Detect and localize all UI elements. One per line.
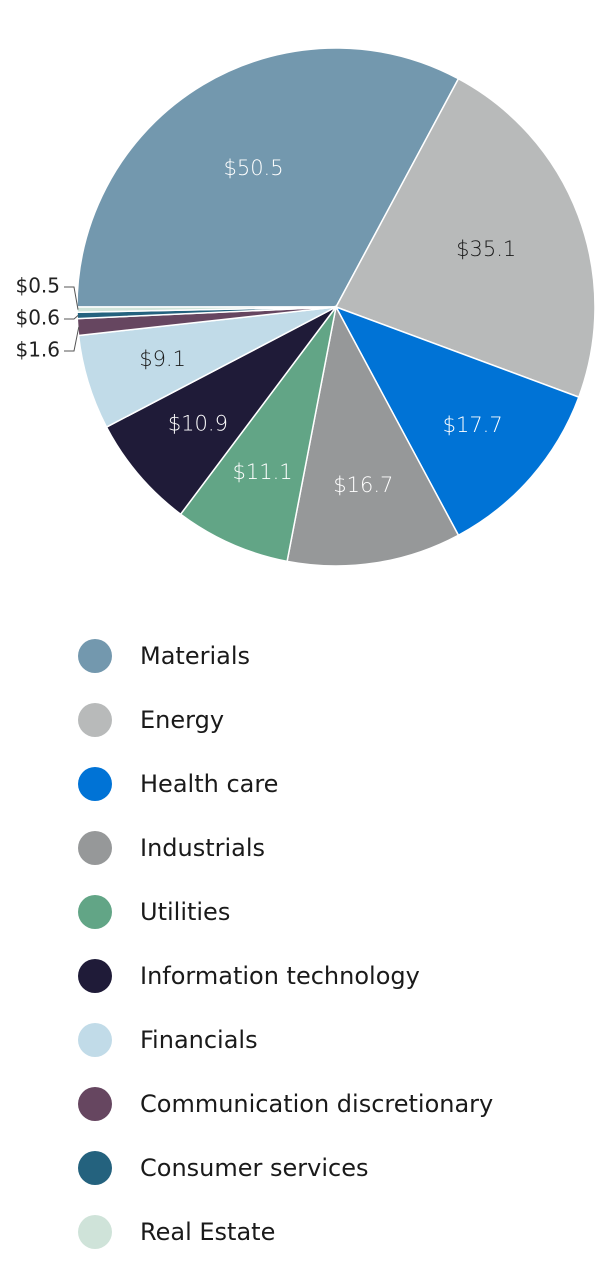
data-label-real-estate: $0.5 — [15, 274, 60, 298]
pie-slice-materials — [76, 47, 460, 308]
pie-slice-real-estate — [76, 306, 337, 314]
data-label-consumer-services: $0.6 — [15, 306, 60, 330]
data-label-health-care: $17.7 — [443, 413, 503, 437]
legend-label-financials: Financials — [140, 1026, 258, 1054]
legend-swatch-materials — [78, 639, 112, 673]
legend-item-utilities: Utilities — [78, 880, 588, 944]
legend-label-industrials: Industrials — [140, 834, 266, 862]
legend-swatch-energy — [78, 703, 112, 737]
legend-item-materials: Materials — [78, 624, 588, 688]
pie-slice-energy — [334, 77, 596, 399]
leader-line-real-estate — [64, 286, 79, 310]
data-label-utilities: $11.1 — [233, 460, 293, 484]
legend-label-utilities: Utilities — [140, 898, 231, 926]
legend-swatch-health-care — [78, 767, 112, 801]
legend-item-information-technology: Information technology — [78, 944, 588, 1008]
legend-item-real-estate: Real Estate — [78, 1200, 588, 1264]
legend-swatch-utilities — [78, 895, 112, 929]
leader-line-consumer-services — [64, 315, 79, 320]
pie-slice-industrials — [286, 304, 460, 567]
legend-label-communication-discretionary: Communication discretionary — [140, 1090, 494, 1118]
data-label-industrials: $16.7 — [333, 473, 393, 497]
legend-item-health-care: Health care — [78, 752, 588, 816]
legend-swatch-real-estate — [78, 1215, 112, 1249]
legend-label-health-care: Health care — [140, 770, 279, 798]
legend-item-consumer-services: Consumer services — [78, 1136, 588, 1200]
legend-swatch-financials — [78, 1023, 112, 1057]
legend-swatch-industrials — [78, 831, 112, 865]
legend-item-financials: Financials — [78, 1008, 588, 1072]
data-label-energy: $35.1 — [456, 237, 516, 261]
legend-item-communication-discretionary: Communication discretionary — [78, 1072, 588, 1136]
pie-slice-health-care — [334, 305, 580, 537]
legend-label-consumer-services: Consumer services — [140, 1154, 369, 1182]
legend-swatch-communication-discretionary — [78, 1087, 112, 1121]
data-label-communication-discretionary: $1.6 — [15, 338, 60, 362]
pie-slice-utilities — [179, 306, 337, 563]
legend-swatch-information-technology — [78, 959, 112, 993]
data-label-materials: $50.5 — [223, 156, 283, 180]
data-label-information-technology: $10.9 — [168, 411, 228, 435]
pie-slice-information-technology — [105, 306, 337, 516]
legend-swatch-consumer-services — [78, 1151, 112, 1185]
legend-label-real-estate: Real Estate — [140, 1218, 276, 1246]
data-label-financials: $9.1 — [139, 347, 186, 371]
legend-item-energy: Energy — [78, 688, 588, 752]
pie-chart: $50.5 $35.1 $17.7 $16.7 $11.1 $10.9 $9.1 $1.6 $0… — [15, 47, 596, 567]
legend-label-information-technology: Information technology — [140, 962, 420, 990]
legend-item-industrials: Industrials — [78, 816, 588, 880]
chart-legend: Materials Energy Health care Industrials Uti… — [78, 624, 588, 1264]
legend-label-energy: Energy — [140, 706, 225, 734]
legend-label-materials: Materials — [140, 642, 251, 670]
leader-line-communication-discretionary — [64, 326, 80, 352]
